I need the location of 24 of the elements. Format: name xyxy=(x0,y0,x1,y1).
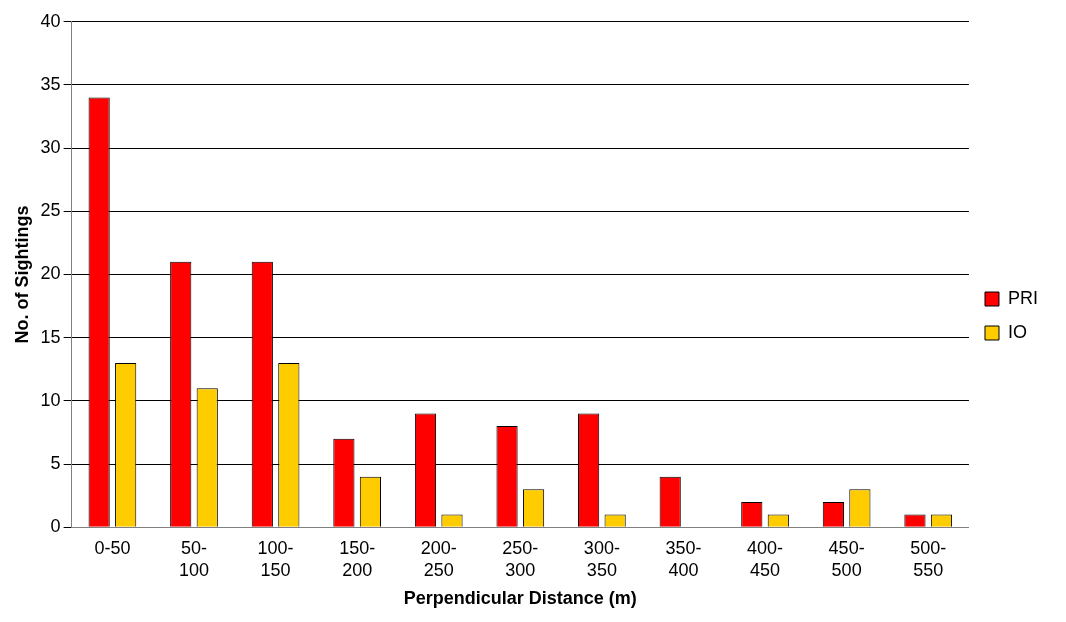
y-tick-label: 40 xyxy=(40,10,61,31)
x-tick-label: 300-350 xyxy=(583,537,620,580)
y-tick-label: 20 xyxy=(40,263,61,284)
y-tick-label: 10 xyxy=(40,389,61,410)
y-tick-label: 25 xyxy=(40,200,61,221)
y-tick-label: 0 xyxy=(50,516,61,537)
x-tick-label: 0-50 xyxy=(94,537,131,558)
x-tick-label: 400-450 xyxy=(747,537,784,580)
legend-label: PRI xyxy=(1007,287,1039,308)
legend-label: IO xyxy=(1007,321,1028,342)
y-tick-label: 35 xyxy=(40,73,61,94)
x-tick-label: 250-300 xyxy=(502,537,539,580)
x-tick-label: 150-200 xyxy=(339,537,376,580)
x-tick-label: 450-500 xyxy=(828,537,865,580)
y-tick-label: 15 xyxy=(40,326,61,347)
y-tick-label: 5 xyxy=(50,452,61,473)
y-tick-label: 30 xyxy=(40,137,61,158)
x-axis-title: Perpendicular Distance (m) xyxy=(403,588,637,609)
x-tick-label: 350-400 xyxy=(665,537,702,580)
y-axis-title: No. of Sightings xyxy=(11,205,32,344)
x-tick-label: 100-150 xyxy=(257,537,294,580)
x-tick-label: 50-100 xyxy=(178,537,210,580)
x-tick-label: 200-250 xyxy=(420,537,457,580)
x-tick-label: 500-550 xyxy=(910,537,947,580)
